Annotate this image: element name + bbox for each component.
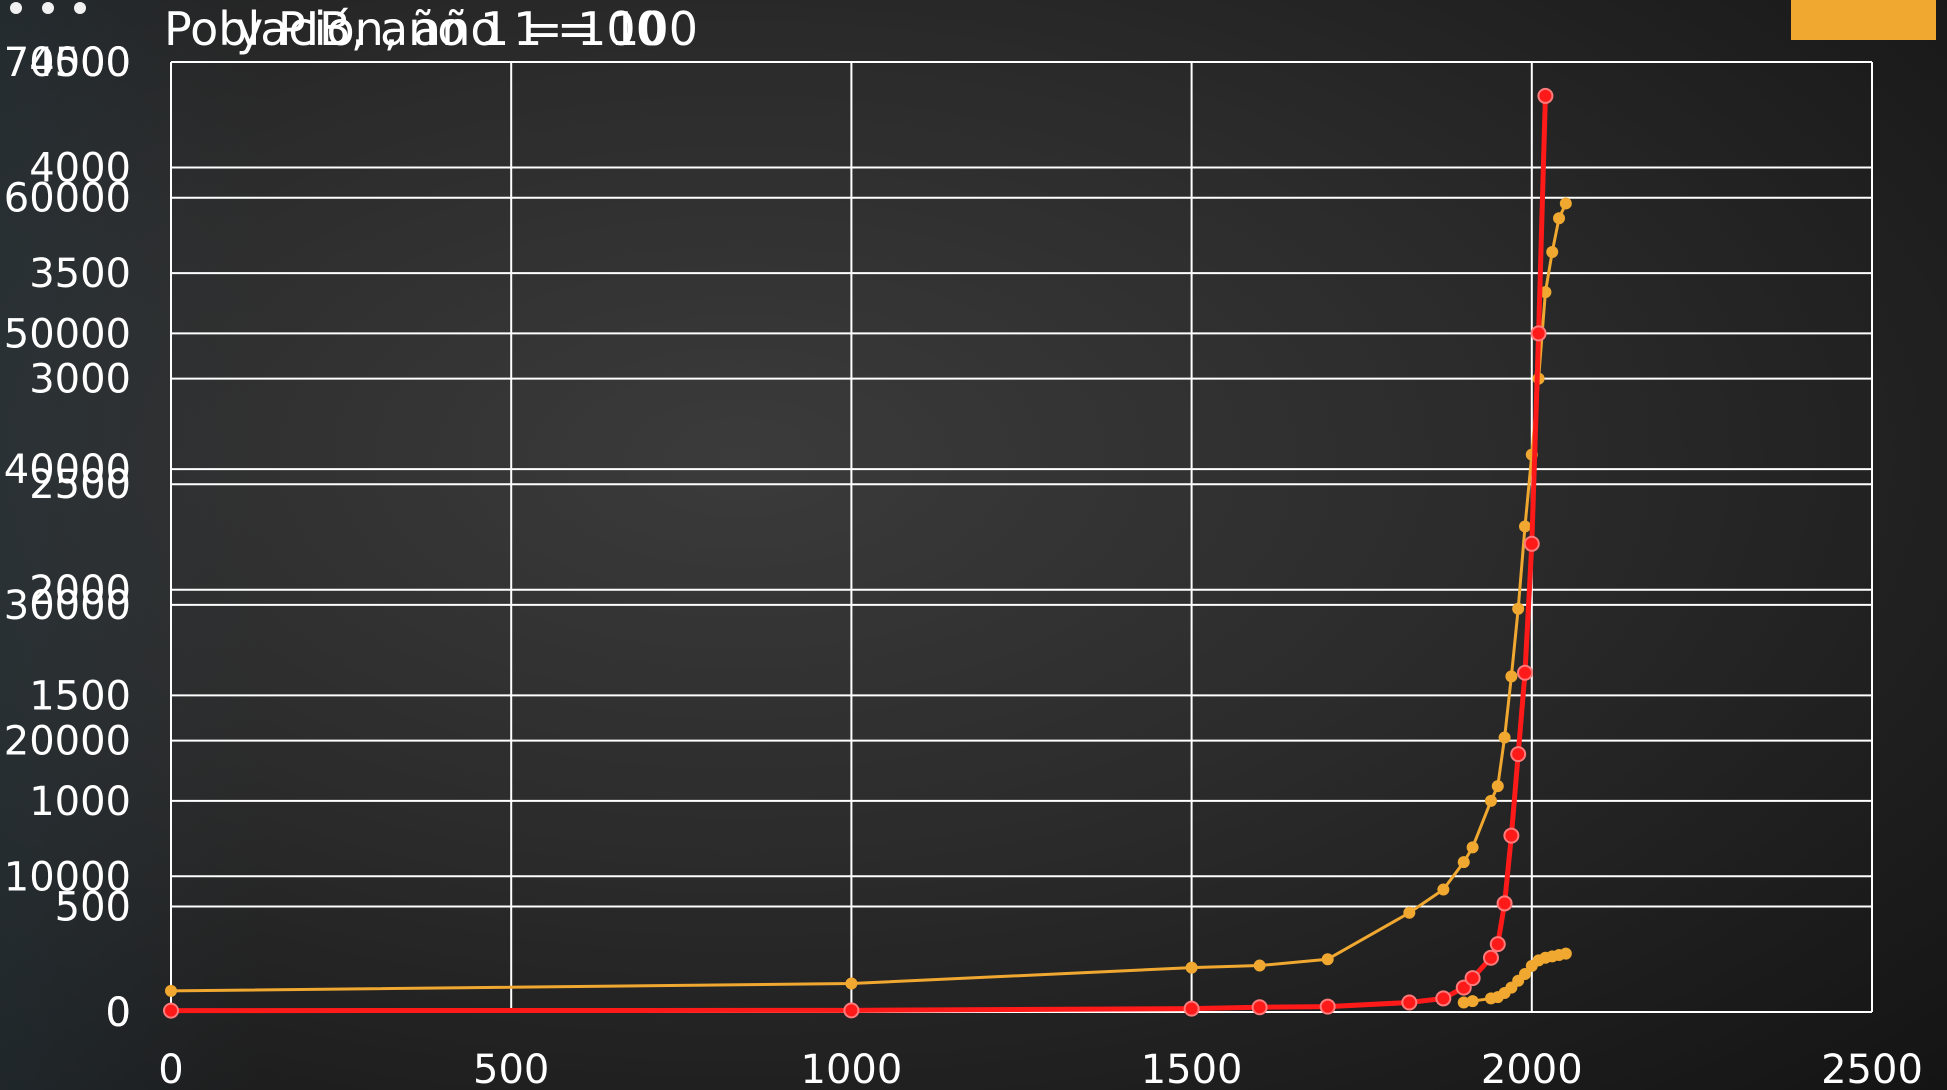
y2-tick-label: 40000: [4, 447, 131, 493]
series-point: [1546, 246, 1559, 258]
y2-tick-label: 60000: [4, 176, 131, 222]
y-tick-label: 2000: [29, 568, 131, 614]
series-point: [843, 1002, 860, 1019]
x-tick-label: 1000: [801, 1047, 903, 1090]
series-point: [1435, 990, 1452, 1007]
series-point: [1251, 999, 1268, 1016]
series-point: [1489, 936, 1506, 953]
chart-title: Población, año 1 = 100: [164, 2, 698, 56]
series-point: [1466, 995, 1479, 1008]
series-point: [1466, 841, 1479, 854]
series-point: [1401, 994, 1418, 1011]
series-point: [1503, 827, 1520, 844]
series-point: [845, 977, 858, 990]
series-point: [1319, 998, 1336, 1015]
series-point: [1457, 856, 1470, 869]
series-point: [1518, 968, 1531, 980]
series-point: [165, 984, 177, 997]
x-tick-label: 500: [473, 1047, 549, 1090]
series-point: [1530, 325, 1547, 342]
x-tick-label: 1500: [1141, 1047, 1243, 1090]
series-point: [1537, 87, 1554, 104]
y-tick-label: 1000: [29, 779, 131, 825]
series-point: [1559, 197, 1572, 210]
series-point: [1482, 949, 1499, 966]
series-point: [1464, 970, 1481, 987]
y2-tick-label: 10000: [4, 854, 131, 900]
series-point: [1496, 895, 1513, 912]
y-tick-label: 4500: [29, 40, 131, 86]
x-tick-label: 0: [158, 1047, 183, 1090]
y-tick-label: 0: [106, 990, 131, 1036]
series-point: [1498, 731, 1511, 744]
series-point: [1185, 961, 1198, 974]
dot-icon: [42, 2, 54, 14]
y-tick-label: 3000: [29, 357, 131, 403]
series-point: [1516, 664, 1533, 681]
y-tick-label: 500: [55, 884, 131, 930]
series-point: [1455, 979, 1472, 996]
slide-background-glow: [0, 0, 260, 1090]
y-tick-label: 3500: [29, 251, 131, 297]
series-point: [1512, 602, 1525, 615]
series-line-0: [170, 202, 1568, 993]
series-point: [1523, 535, 1540, 552]
chart-title-overlay: y PIB, año 1 = 100: [236, 2, 665, 56]
series-point: [1403, 906, 1416, 919]
series-line-1: [170, 95, 1548, 1014]
y-tick-label: 1500: [29, 673, 131, 719]
accent-rectangle: [1791, 0, 1936, 40]
series-point: [1457, 996, 1470, 1009]
y2-tick-label: 30000: [4, 583, 131, 629]
series-point: [1553, 212, 1566, 225]
y2-tick-label: 0: [106, 990, 131, 1036]
series-point: [1253, 959, 1266, 972]
series-point: [1539, 286, 1552, 299]
window-dots: [10, 2, 86, 14]
y2-tick-label: 20000: [4, 719, 131, 765]
dot-icon: [10, 2, 22, 14]
series-point: [1559, 947, 1572, 960]
series-point: [1518, 520, 1531, 533]
y-tick-label: 2500: [29, 462, 131, 508]
series-point: [1510, 746, 1527, 763]
series-point: [163, 1002, 179, 1019]
x-tick-label: 2000: [1481, 1047, 1583, 1090]
y-tick-label: 4000: [29, 146, 131, 192]
series-point: [1321, 953, 1334, 966]
series-point: [1505, 670, 1518, 683]
series-point: [1437, 883, 1450, 896]
x-tick-label: 2500: [1821, 1047, 1923, 1090]
y2-tick-label: 70000: [4, 40, 131, 86]
y2-tick-label: 50000: [4, 311, 131, 357]
series-point: [1484, 794, 1497, 807]
series-point: [1491, 780, 1504, 793]
dot-icon: [74, 2, 86, 14]
series-point: [1183, 1000, 1200, 1017]
